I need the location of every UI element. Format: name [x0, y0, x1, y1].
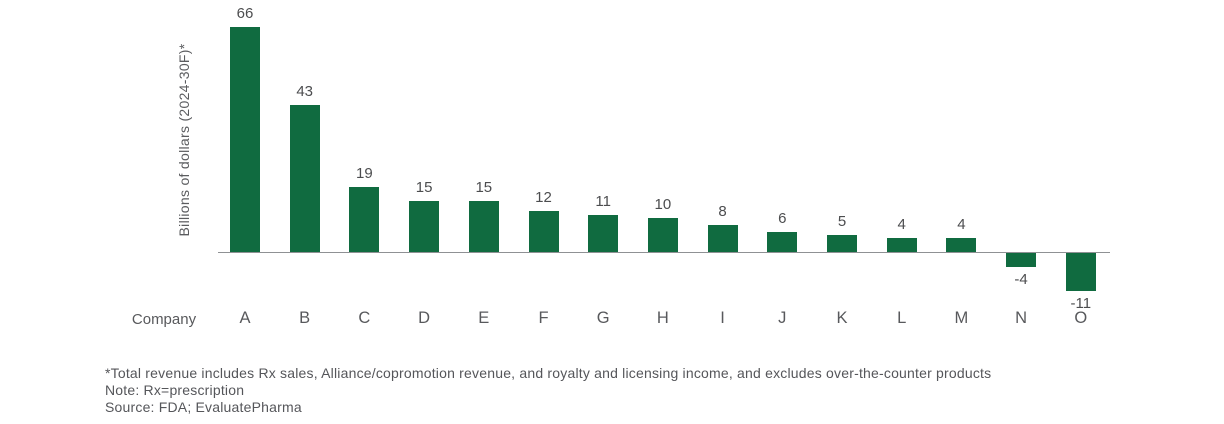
bar-O — [1065, 253, 1096, 291]
value-label-J: 6 — [778, 209, 787, 227]
category-label-A: A — [239, 309, 251, 327]
value-label-C: 19 — [356, 165, 373, 183]
category-label-B: B — [299, 309, 311, 327]
value-label-F: 12 — [535, 189, 552, 207]
bar-G — [588, 214, 619, 252]
bar-N — [1006, 253, 1037, 267]
bar-B — [289, 105, 320, 252]
value-label-M: 4 — [957, 216, 966, 234]
bar-D — [409, 200, 440, 252]
value-label-D: 15 — [415, 178, 433, 196]
x-axis-title: Company — [131, 311, 197, 328]
x-axis-line — [218, 252, 1110, 253]
footnote-asterisk: *Total revenue includes Rx sales, Allian… — [105, 365, 992, 381]
category-label-M: M — [954, 309, 969, 327]
value-label-A: 66 — [236, 5, 254, 22]
value-label-O: -11 — [1070, 294, 1092, 312]
category-label-O: O — [1074, 309, 1088, 327]
category-label-D: D — [418, 309, 431, 327]
bar-I — [707, 224, 738, 252]
category-label-F: F — [538, 309, 549, 327]
category-label-L: L — [897, 309, 907, 327]
value-label-B: 43 — [296, 83, 314, 101]
category-label-H: H — [656, 309, 669, 327]
value-label-H: 10 — [654, 195, 672, 213]
bar-C — [349, 187, 380, 252]
bar-M — [946, 238, 977, 252]
category-label-G: G — [596, 309, 610, 327]
category-label-E: E — [478, 309, 490, 327]
category-label-I: I — [720, 309, 725, 327]
bar-F — [528, 211, 559, 252]
bar-K — [827, 234, 857, 252]
bar-J — [767, 231, 798, 252]
value-label-K: 5 — [837, 212, 847, 230]
bar-H — [647, 217, 678, 252]
footnote-note: Note: Rx=prescription — [105, 382, 245, 399]
value-label-G: 11 — [595, 192, 611, 210]
category-label-C: C — [358, 309, 371, 327]
bar-E — [468, 200, 499, 252]
value-label-L: 4 — [897, 216, 906, 234]
bar-A — [230, 27, 260, 252]
category-label-N: N — [1015, 309, 1028, 327]
category-label-J: J — [778, 309, 787, 327]
value-label-E: 15 — [475, 178, 493, 196]
value-label-N: -4 — [1014, 270, 1028, 288]
bar-L — [886, 238, 917, 252]
category-label-K: K — [836, 309, 848, 327]
value-label-I: 8 — [718, 202, 727, 220]
y-axis-label: Billions of dollars (2024-30F)* — [176, 43, 192, 237]
footnote-source: Source: FDA; EvaluatePharma — [105, 399, 302, 416]
footnotes: *Total revenue includes Rx sales, Allian… — [105, 365, 991, 417]
